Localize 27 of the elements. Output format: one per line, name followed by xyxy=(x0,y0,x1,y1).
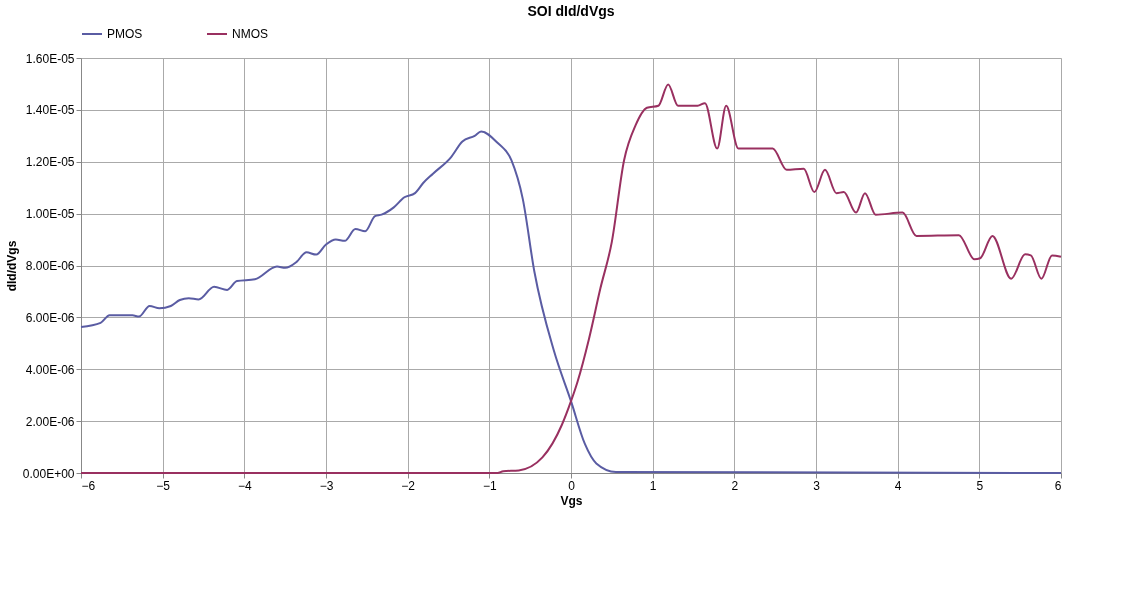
y-tick-label: 6.00E-06 xyxy=(25,310,75,325)
x-tick-label: 4 xyxy=(894,478,902,493)
x-tick-label: −5 xyxy=(156,478,171,493)
y-tick-label: 2.00E-06 xyxy=(25,414,75,429)
y-tick-label: 8.00E-06 xyxy=(25,259,75,273)
x-tick-label: 0 xyxy=(568,478,576,493)
legend-label: NMOS xyxy=(232,27,268,41)
x-tick-label: 3 xyxy=(813,478,821,493)
x-tick-label: −6 xyxy=(81,478,96,493)
y-tick-label: 0.00E+00 xyxy=(22,466,75,481)
chart-title: SOI dId/dVgs xyxy=(527,3,615,19)
y-axis-title: dId/dVgs xyxy=(4,240,19,292)
y-tick-label: 1.20E-05 xyxy=(25,155,75,170)
x-tick-label: −3 xyxy=(319,478,334,493)
x-tick-label: 5 xyxy=(976,478,984,493)
x-tick-label: 1 xyxy=(649,478,657,493)
x-tick-label: 2 xyxy=(731,478,739,493)
y-tick-label: 1.60E-05 xyxy=(25,51,75,66)
y-tick-label: 1.00E-05 xyxy=(25,207,75,222)
x-axis-title: Vgs xyxy=(560,493,583,508)
y-tick-label: 1.40E-05 xyxy=(25,103,75,118)
x-tick-label: −4 xyxy=(237,478,252,493)
y-tick-label: 4.00E-06 xyxy=(25,362,75,377)
x-tick-label: −2 xyxy=(401,478,416,493)
legend-label: PMOS xyxy=(107,27,143,41)
x-tick-label: −1 xyxy=(482,478,497,493)
x-tick-label: 6 xyxy=(1054,478,1062,493)
